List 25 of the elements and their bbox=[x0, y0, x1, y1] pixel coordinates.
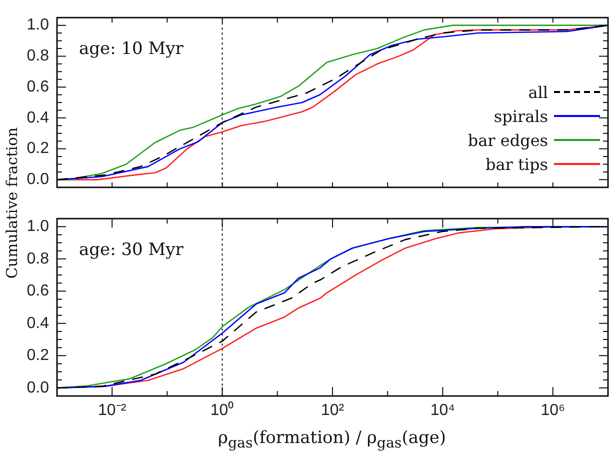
y-tick-label: 0.6 bbox=[26, 78, 50, 96]
y-tick-label: 0.2 bbox=[26, 347, 50, 364]
y-tick-label: 0.2 bbox=[26, 140, 50, 158]
y-tick-label: 1.0 bbox=[26, 218, 50, 236]
y-tick-label: 1.0 bbox=[26, 16, 50, 34]
legend-label: bar tips bbox=[485, 154, 548, 174]
legend-label: all bbox=[528, 82, 548, 102]
x-tick-label: 10⁶ bbox=[540, 402, 566, 420]
x-tick-label: 10⁻² bbox=[98, 402, 127, 420]
y-tick-label: 0.0 bbox=[26, 379, 50, 396]
annotation: age: 10 Myr bbox=[79, 39, 184, 60]
y-tick-label: 0.4 bbox=[26, 314, 50, 332]
x-tick-label: 10² bbox=[320, 402, 345, 420]
y-tick-label: 0.6 bbox=[26, 282, 50, 300]
legend-label: bar edges bbox=[468, 130, 548, 150]
y-axis-title: Cumulative fraction bbox=[3, 127, 21, 279]
annotation: age: 30 Myr bbox=[79, 240, 184, 260]
y-tick-label: 0.4 bbox=[26, 109, 50, 126]
legend-label: spirals bbox=[494, 106, 548, 126]
y-tick-label: 0.8 bbox=[26, 250, 50, 268]
x-tick-label: 10⁴ bbox=[430, 402, 456, 420]
x-tick-label: 10⁰ bbox=[210, 401, 234, 420]
y-tick-label: 0.0 bbox=[26, 171, 50, 188]
x-axis-title: ρ$_{gas}$(formation) / ρ$_{gas}$(age) bbox=[218, 428, 446, 452]
y-tick-label: 0.8 bbox=[26, 48, 50, 65]
